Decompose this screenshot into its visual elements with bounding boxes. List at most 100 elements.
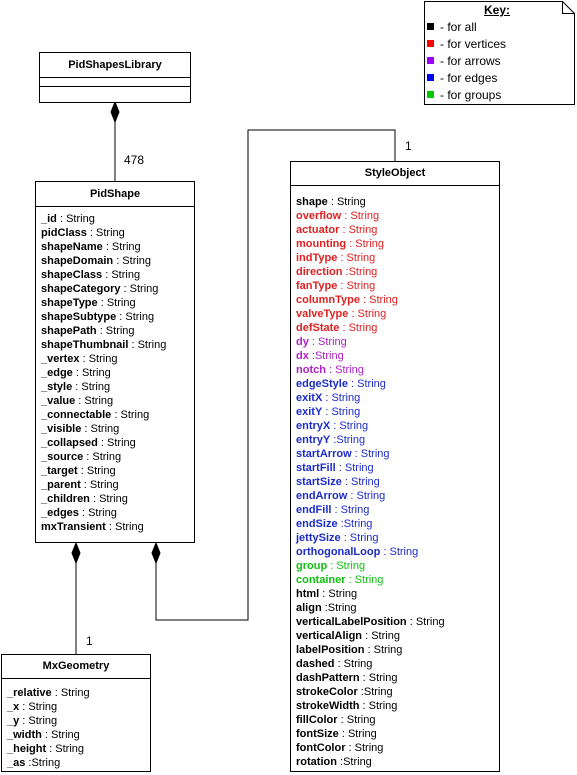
attribute-type: : String <box>97 437 136 449</box>
attribute-name: shapePath <box>41 325 97 337</box>
class-attribute: verticalAlign : String <box>296 629 495 643</box>
attribute-name: fanType <box>296 280 338 292</box>
attribute-type: : String <box>86 227 125 239</box>
attribute-name: fontSize <box>296 728 339 740</box>
attribute-name: container <box>296 574 346 586</box>
class-attribute: entryY :String <box>296 433 495 447</box>
attribute-type: : String <box>72 381 111 393</box>
attribute-name: _value <box>41 395 76 407</box>
attribute-type: : String <box>337 714 376 726</box>
attribute-name: mxTransient <box>41 521 106 533</box>
class-attribute: strokeWidth : String <box>296 699 495 713</box>
attribute-type: :String <box>321 602 357 614</box>
attribute-type: : String <box>351 448 390 460</box>
attribute-type: : String <box>79 353 118 365</box>
attribute-name: _vertex <box>41 353 80 365</box>
attribute-type: : String <box>89 493 128 505</box>
attribute-name: shapeClass <box>41 269 103 281</box>
attribute-type: : String <box>346 238 385 250</box>
attribute-name: html <box>296 588 320 600</box>
attribute-name: fillColor <box>296 714 338 726</box>
class-attribute: endSize :String <box>296 517 495 531</box>
attribute-name: _style <box>41 381 73 393</box>
attribute-type: : String <box>51 687 90 699</box>
attribute-name: fontColor <box>296 742 346 754</box>
attribute-type: : String <box>380 546 419 558</box>
attribute-name: shapeName <box>41 241 103 253</box>
attribute-list: _id : String pidClass : String shapeName :… <box>36 207 194 534</box>
attribute-name: notch <box>296 364 326 376</box>
attribute-name: verticalAlign <box>296 630 363 642</box>
attribute-name: pidClass <box>41 227 87 239</box>
class-attribute: notch : String <box>296 363 495 377</box>
class-mxgeometry: MxGeometry _relative : String _x : String… <box>1 654 151 772</box>
attribute-type: : String <box>80 479 119 491</box>
attribute-type: : String <box>364 644 403 656</box>
class-attribute: mxTransient : String <box>41 520 190 534</box>
attribute-type: : String <box>128 339 167 351</box>
attribute-name: columnType <box>296 294 360 306</box>
attribute-name: _edges <box>41 507 79 519</box>
class-title: PidShape <box>36 182 194 207</box>
composition-diamond <box>151 541 161 565</box>
attribute-name: entryX <box>296 420 331 432</box>
attribute-type: : String <box>334 658 373 670</box>
multiplicity-label: 1 <box>86 634 93 648</box>
class-attribute: fanType : String <box>296 279 495 293</box>
attribute-name: indType <box>296 252 338 264</box>
class-attribute: container : String <box>296 573 495 587</box>
attribute-name: _edge <box>41 367 73 379</box>
attribute-name: _id <box>41 213 57 225</box>
class-title: StyleObject <box>291 162 499 186</box>
class-attribute: startSize : String <box>296 475 495 489</box>
attribute-type: :String <box>342 266 378 278</box>
class-attribute: shapeClass : String <box>41 268 190 282</box>
composition-diamond <box>71 541 81 565</box>
class-attribute: shapeCategory : String <box>41 282 190 296</box>
class-attribute: fillColor : String <box>296 713 495 727</box>
attribute-name: orthogonalLoop <box>296 546 381 558</box>
class-attribute: _parent : String <box>41 478 190 492</box>
attribute-name: mounting <box>296 238 347 250</box>
color-swatch-icon <box>427 23 434 30</box>
class-attribute: edgeStyle : String <box>296 377 495 391</box>
attribute-name: overflow <box>296 210 342 222</box>
attribute-type: : String <box>72 367 111 379</box>
attribute-type: : String <box>345 574 384 586</box>
class-attribute: labelPosition : String <box>296 643 495 657</box>
attribute-type: : String <box>56 213 95 225</box>
attribute-name: rotation <box>296 756 337 768</box>
attribute-type: :String <box>337 518 373 530</box>
class-attribute: defState : String <box>296 321 495 335</box>
key-item: - for vertices <box>427 36 506 52</box>
attribute-name: valveType <box>296 308 349 320</box>
color-swatch-icon <box>427 91 434 98</box>
class-attribute: endArrow : String <box>296 489 495 503</box>
class-attribute: shapeSubtype : String <box>41 310 190 324</box>
attribute-name: strokeWidth <box>296 700 360 712</box>
attribute-name: _collapsed <box>41 437 98 449</box>
attribute-type: : String <box>338 728 377 740</box>
attribute-type: : String <box>362 630 400 642</box>
class-attribute: exitY : String <box>296 405 495 419</box>
attribute-name: shapeThumbnail <box>41 339 129 351</box>
attribute-name: _target <box>41 465 78 477</box>
class-attribute: shapeDomain : String <box>41 254 190 268</box>
class-title: PidShapesLibrary <box>40 53 190 78</box>
class-attribute: fontColor : String <box>296 741 495 755</box>
class-attribute: shapePath : String <box>41 324 190 338</box>
key-item: - for all <box>427 19 477 35</box>
attribute-type: :String <box>25 757 61 769</box>
attribute-type: : String <box>102 269 141 281</box>
attribute-list: shape : String overflow : String actuator … <box>291 186 499 769</box>
composition-diamond <box>110 100 120 124</box>
attribute-name: startFill <box>296 462 336 474</box>
attribute-name: align <box>296 602 322 614</box>
attribute-name: _children <box>41 493 90 505</box>
attribute-name: exitY <box>296 406 323 418</box>
key-item-label: - for arrows <box>440 54 501 68</box>
attribute-type: : String <box>41 729 80 741</box>
attribute-name: strokeColor <box>296 686 358 698</box>
